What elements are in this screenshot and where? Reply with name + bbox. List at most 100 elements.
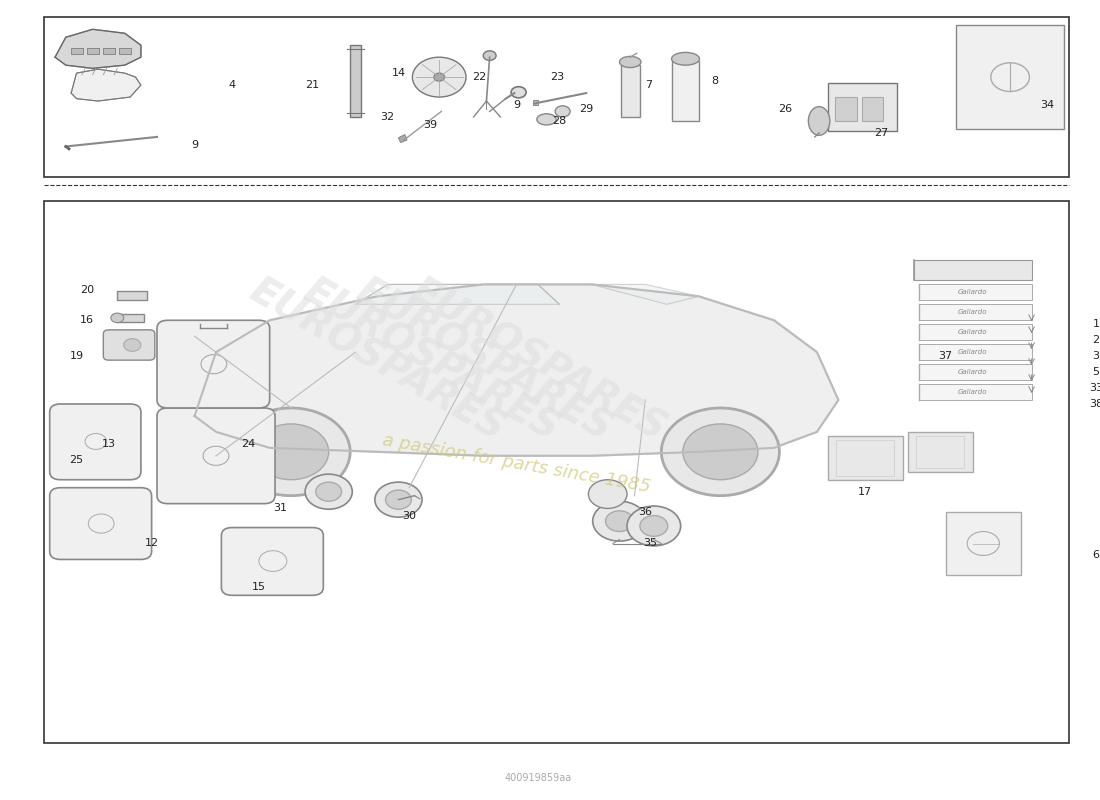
Ellipse shape — [386, 490, 411, 510]
Text: 6: 6 — [1092, 550, 1100, 561]
Text: 24: 24 — [241, 439, 255, 449]
Text: 27: 27 — [874, 128, 889, 138]
Text: EUROSPARES: EUROSPARES — [404, 271, 672, 449]
Ellipse shape — [627, 506, 681, 546]
Text: 400919859aa: 400919859aa — [504, 773, 572, 782]
Text: 13: 13 — [101, 439, 116, 449]
Text: Gallardo: Gallardo — [958, 349, 988, 355]
Ellipse shape — [123, 338, 141, 351]
Bar — [827, 82, 898, 130]
Bar — [909, 432, 972, 472]
Bar — [672, 61, 698, 121]
Text: 20: 20 — [80, 285, 95, 295]
Text: 2: 2 — [1092, 335, 1100, 346]
Bar — [103, 48, 116, 54]
FancyBboxPatch shape — [103, 330, 155, 360]
Polygon shape — [957, 26, 1064, 129]
Polygon shape — [55, 30, 141, 68]
Text: Gallardo: Gallardo — [958, 389, 988, 395]
FancyBboxPatch shape — [913, 261, 1032, 281]
Bar — [862, 97, 883, 121]
Text: 37: 37 — [938, 351, 953, 361]
Ellipse shape — [640, 515, 668, 536]
FancyBboxPatch shape — [157, 408, 275, 504]
Ellipse shape — [305, 474, 352, 510]
FancyBboxPatch shape — [50, 488, 152, 559]
Ellipse shape — [593, 502, 647, 541]
Ellipse shape — [375, 482, 422, 517]
Text: 14: 14 — [392, 68, 406, 78]
Text: 23: 23 — [550, 72, 564, 82]
Ellipse shape — [588, 480, 627, 509]
FancyBboxPatch shape — [221, 527, 323, 595]
Polygon shape — [592, 285, 698, 304]
Text: EUROSPARES: EUROSPARES — [350, 271, 618, 449]
Polygon shape — [195, 285, 838, 456]
Text: 19: 19 — [69, 351, 84, 361]
Text: 17: 17 — [858, 486, 872, 497]
Ellipse shape — [316, 482, 342, 502]
Ellipse shape — [483, 51, 496, 60]
Text: 28: 28 — [552, 116, 567, 126]
Ellipse shape — [556, 106, 570, 117]
Bar — [120, 48, 131, 54]
FancyBboxPatch shape — [918, 384, 1032, 400]
Text: 29: 29 — [579, 104, 593, 114]
Text: 36: 36 — [638, 506, 652, 517]
Text: 9: 9 — [513, 100, 520, 110]
Text: 7: 7 — [645, 80, 652, 90]
Text: 32: 32 — [381, 112, 395, 122]
Ellipse shape — [232, 408, 350, 496]
Text: 22: 22 — [472, 72, 486, 82]
Text: 31: 31 — [274, 502, 287, 513]
Bar — [836, 440, 894, 476]
Ellipse shape — [512, 86, 526, 98]
Text: 25: 25 — [69, 454, 84, 465]
Ellipse shape — [254, 424, 329, 480]
Bar — [87, 48, 99, 54]
Polygon shape — [355, 285, 560, 304]
Ellipse shape — [537, 114, 557, 125]
Bar — [835, 97, 857, 121]
FancyBboxPatch shape — [918, 285, 1032, 300]
Text: 39: 39 — [424, 120, 438, 130]
Polygon shape — [398, 134, 407, 142]
Text: 8: 8 — [712, 76, 718, 86]
Ellipse shape — [683, 424, 758, 480]
Text: 21: 21 — [306, 80, 320, 90]
Ellipse shape — [808, 106, 829, 135]
FancyBboxPatch shape — [50, 404, 141, 480]
Ellipse shape — [671, 53, 700, 65]
Bar — [350, 46, 361, 117]
Text: 26: 26 — [778, 104, 792, 114]
Text: Gallardo: Gallardo — [958, 290, 988, 295]
Text: 16: 16 — [80, 315, 95, 326]
Text: EUROSPARES: EUROSPARES — [296, 271, 565, 449]
FancyBboxPatch shape — [918, 304, 1032, 320]
Text: 30: 30 — [403, 510, 416, 521]
Text: a passion for parts since 1985: a passion for parts since 1985 — [381, 431, 652, 496]
Text: 15: 15 — [252, 582, 266, 592]
Bar — [620, 65, 640, 117]
FancyBboxPatch shape — [946, 512, 1021, 575]
Text: 4: 4 — [229, 80, 235, 90]
Ellipse shape — [619, 56, 641, 67]
Ellipse shape — [111, 313, 123, 322]
Polygon shape — [72, 69, 141, 101]
Text: 5: 5 — [1092, 367, 1100, 377]
Text: 12: 12 — [144, 538, 158, 549]
Text: 1: 1 — [1092, 319, 1100, 330]
Text: 3: 3 — [1092, 351, 1100, 361]
Text: EUROSPARES: EUROSPARES — [243, 271, 512, 449]
Ellipse shape — [412, 57, 466, 97]
FancyBboxPatch shape — [918, 344, 1032, 360]
Text: 9: 9 — [191, 140, 198, 150]
FancyBboxPatch shape — [918, 324, 1032, 340]
Ellipse shape — [661, 408, 780, 496]
FancyBboxPatch shape — [918, 364, 1032, 380]
Text: 35: 35 — [644, 538, 658, 549]
Ellipse shape — [605, 511, 634, 531]
Bar — [915, 436, 964, 468]
FancyBboxPatch shape — [157, 320, 270, 408]
Ellipse shape — [433, 73, 444, 81]
